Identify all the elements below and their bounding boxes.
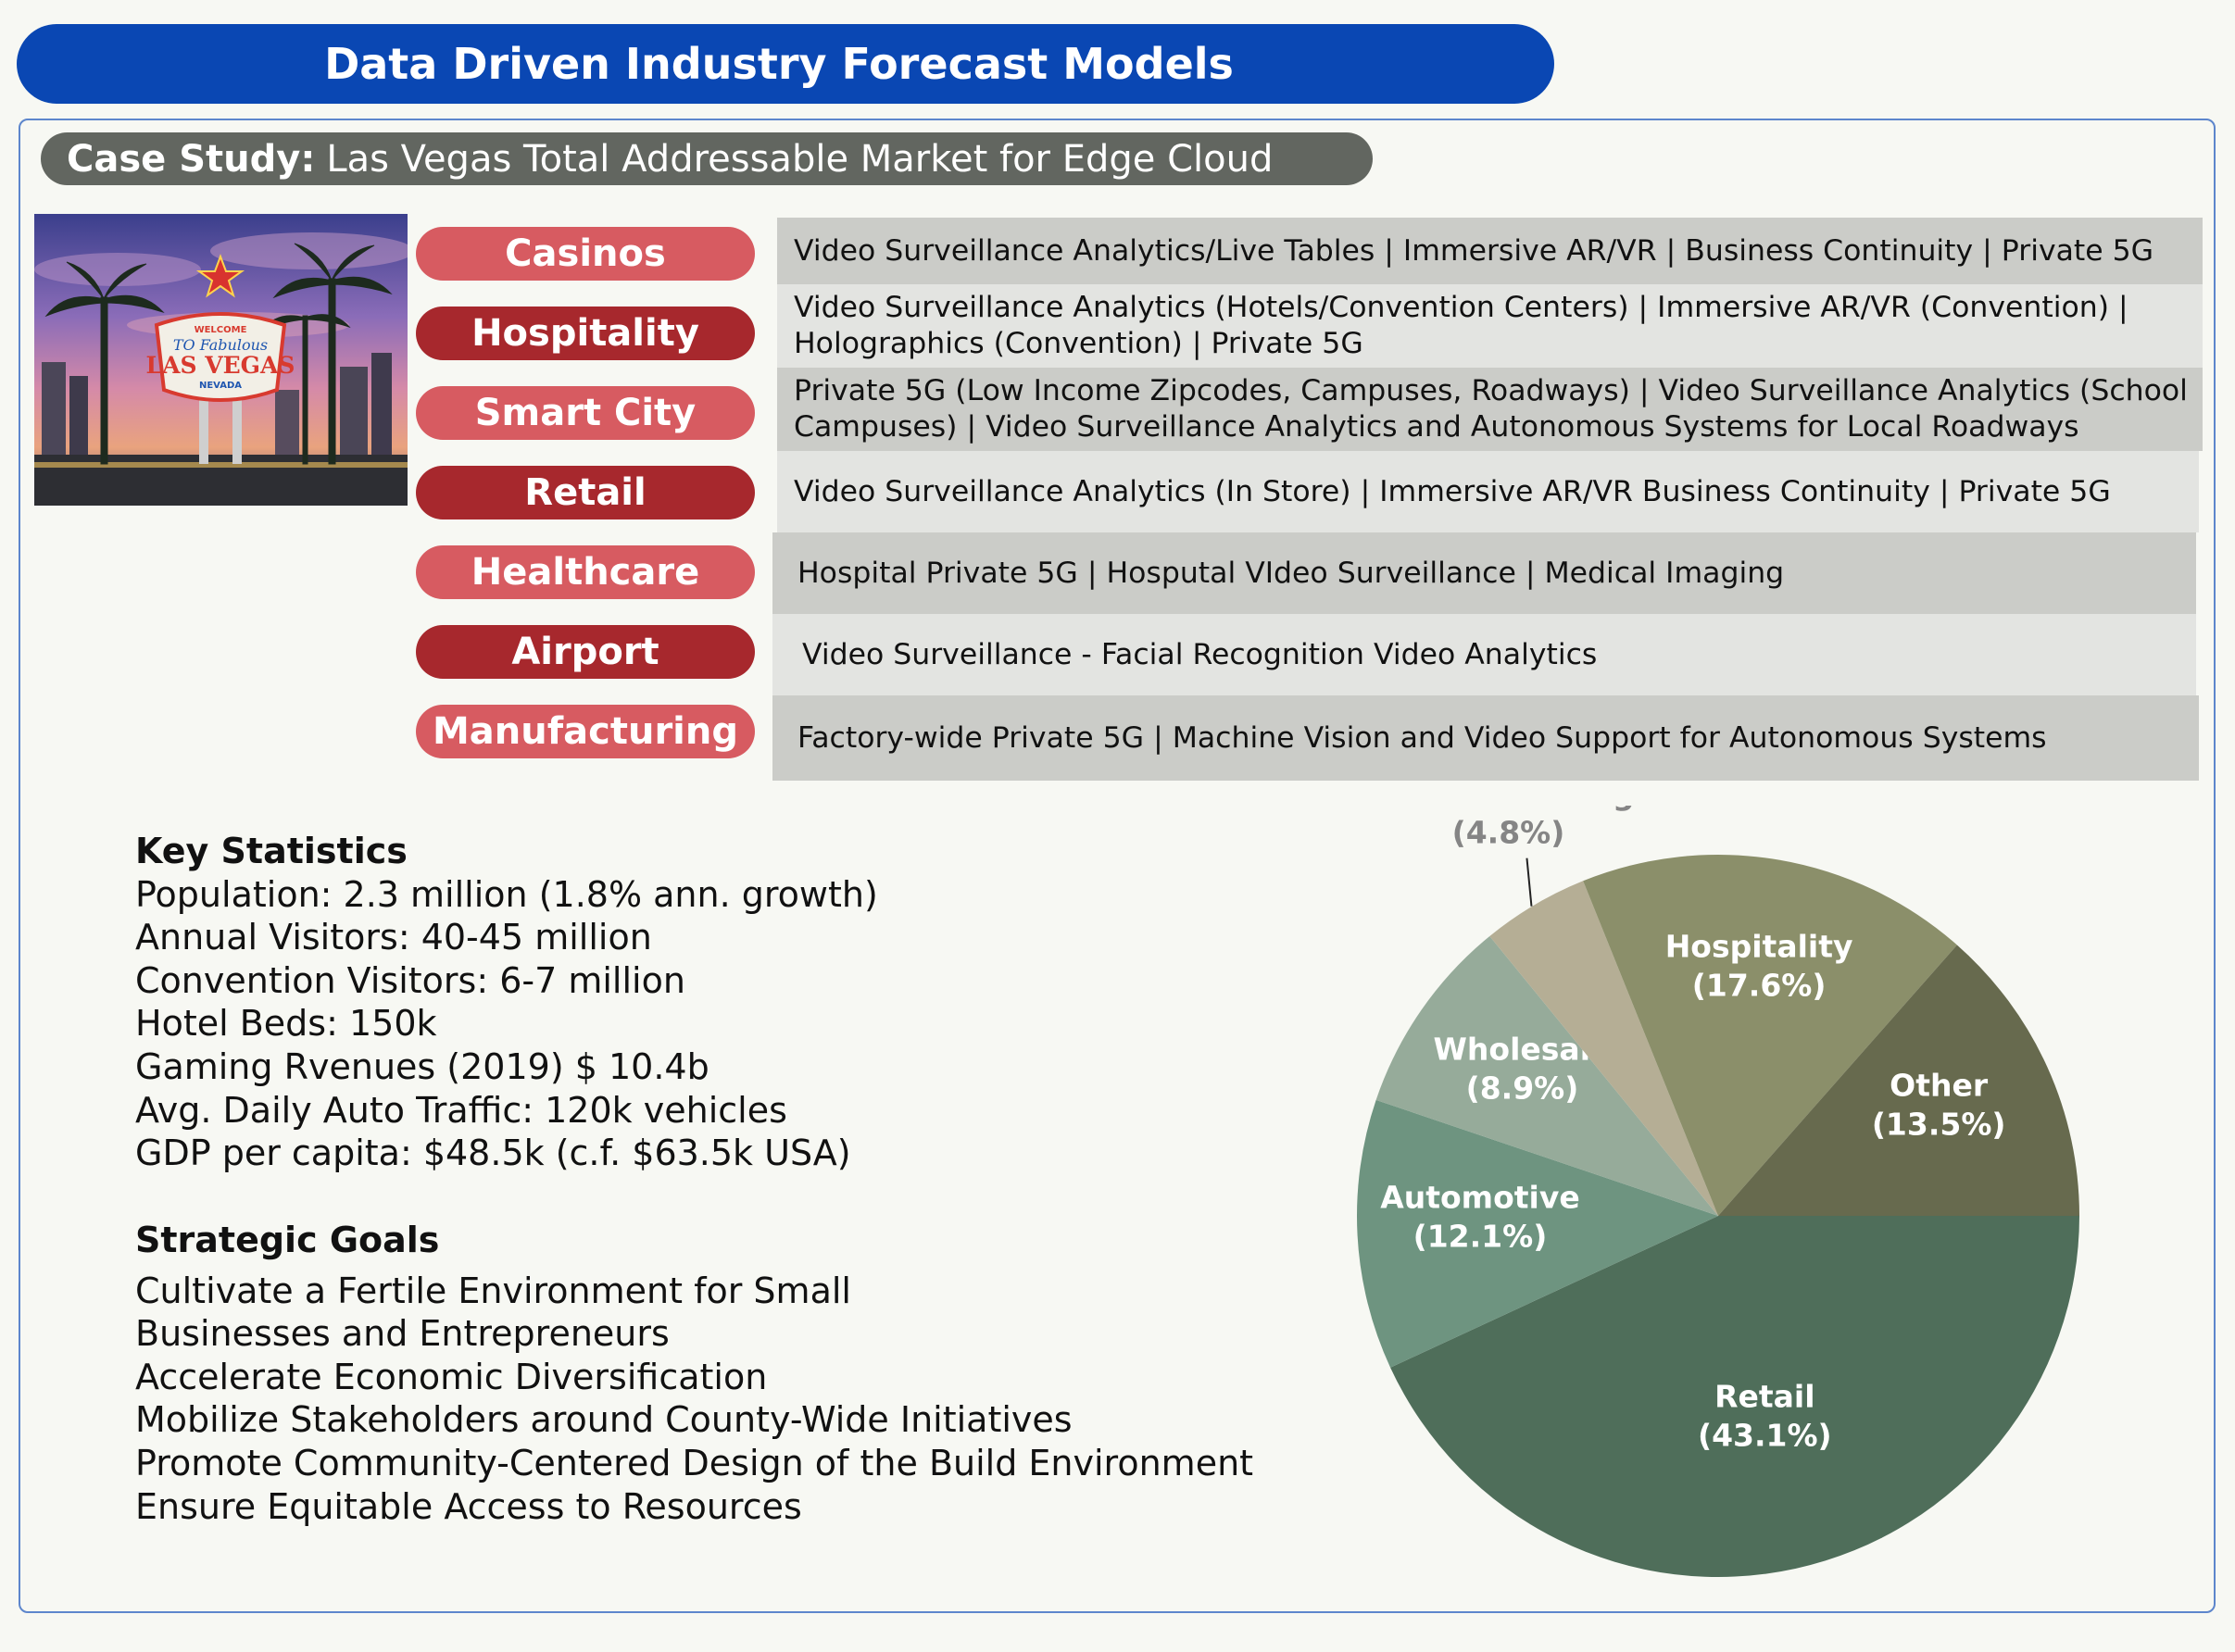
industry-desc-healthcare: Hospital Private 5G | Hosputal VIdeo Sur… <box>772 532 2196 614</box>
pie-percent-manufacturing: (4.8%) <box>1452 815 1565 851</box>
pie-label-automotive: Automotive <box>1380 1180 1580 1216</box>
pie-label-hospitality: Hospitality <box>1665 928 1853 964</box>
las-vegas-photo: WELCOME TO Fabulous LAS VEGAS NEVADA <box>34 214 408 506</box>
industry-desc-airport: Video Surveillance - Facial Recognition … <box>772 614 2196 695</box>
goal-item: Accelerate Economic Diversification <box>135 1356 768 1397</box>
pie-percent-other: (13.5%) <box>1872 1106 2006 1142</box>
industry-desc-retail: Video Surveillance Analytics (In Store) … <box>777 451 2199 532</box>
pie-label-retail: Retail <box>1714 1379 1814 1415</box>
industry-desc-casinos: Video Surveillance Analytics/Live Tables… <box>777 218 2203 284</box>
industry-pill-manufacturing: Manufacturing <box>416 705 755 758</box>
pie-slice-automotive <box>1357 1099 1718 1368</box>
statistic-item: GDP per capita: $48.5k (c.f. $63.5k USA) <box>135 1133 851 1174</box>
pie-leader-line <box>1526 857 1533 907</box>
content-frame <box>19 119 2216 1613</box>
goal-item: Businesses and Entrepreneurs <box>135 1313 670 1355</box>
statistic-item: Population: 2.3 million (1.8% ann. growt… <box>135 873 878 915</box>
strategic-goals-heading: Strategic Goals <box>135 1220 440 1260</box>
strategic-goals: Strategic Goals Cultivate a Fertile Envi… <box>135 1219 1253 1528</box>
industry-share-pie-chart: Retail(43.1%)Automotive(12.1%)Wholesale(… <box>1357 806 2079 1577</box>
statistic-item: Gaming Rvenues (2019) $ 10.4b <box>135 1045 709 1087</box>
page-title: Data Driven Industry Forecast Models <box>17 24 1554 104</box>
key-statistics: Key Statistics Population: 2.3 million (… <box>135 830 878 1175</box>
case-study-banner: Case Study: Las Vegas Total Addressable … <box>41 132 1373 185</box>
statistic-item: Convention Visitors: 6-7 million <box>135 959 685 1001</box>
industry-desc-manufacturing: Factory-wide Private 5G | Machine Vision… <box>772 695 2199 781</box>
industry-pill-smart-city: Smart City <box>416 386 755 440</box>
pie-slice-retail <box>1390 1216 2079 1577</box>
case-study-label: Case Study: <box>67 137 316 181</box>
pie-label-other: Other <box>1890 1067 1989 1103</box>
key-statistics-heading: Key Statistics <box>135 831 408 871</box>
industry-desc-hospitality: Video Surveillance Analytics (Hotels/Con… <box>777 284 2203 368</box>
statistic-item: Avg. Daily Auto Traffic: 120k vehicles <box>135 1089 787 1131</box>
goal-item: Promote Community-Centered Design of the… <box>135 1442 1254 1483</box>
industry-pill-hospitality: Hospitality <box>416 307 755 360</box>
pie-percent-wholesale: (8.9%) <box>1466 1070 1579 1106</box>
case-study-text: Las Vegas Total Addressable Market for E… <box>326 137 1274 181</box>
pie-percent-retail: (43.1%) <box>1698 1418 1832 1454</box>
pie-slice-wholesale <box>1375 935 1718 1216</box>
pie-slice-other <box>1718 945 2079 1216</box>
industry-pill-healthcare: Healthcare <box>416 545 755 599</box>
pie-percent-automotive: (12.1%) <box>1413 1219 1548 1255</box>
industry-pill-casinos: Casinos <box>416 227 755 281</box>
goal-item: Ensure Equitable Access to Resources <box>135 1485 802 1527</box>
industry-desc-smart-city: Private 5G (Low Income Zipcodes, Campuse… <box>777 368 2203 451</box>
industry-pill-airport: Airport <box>416 625 755 679</box>
sign-nevada: NEVADA <box>199 381 242 391</box>
pie-label-manufacturing: Manufacturing <box>1382 806 1634 812</box>
goal-item: Cultivate a Fertile Environment for Smal… <box>135 1270 851 1311</box>
sign-welcome: WELCOME <box>195 325 247 335</box>
pie-slice-hospitality <box>1583 855 1957 1216</box>
industry-pill-retail: Retail <box>416 466 755 519</box>
statistic-item: Annual Visitors: 40-45 million <box>135 917 652 958</box>
sign-las-vegas: LAS VEGAS <box>146 352 295 379</box>
goal-item: Mobilize Stakeholders around County-Wide… <box>135 1399 1073 1441</box>
pie-percent-hospitality: (17.6%) <box>1692 967 1827 1003</box>
pie-slice-manufacturing <box>1489 881 1718 1216</box>
sign-fabulous: TO Fabulous <box>173 336 268 354</box>
statistic-item: Hotel Beds: 150k <box>135 1003 437 1045</box>
